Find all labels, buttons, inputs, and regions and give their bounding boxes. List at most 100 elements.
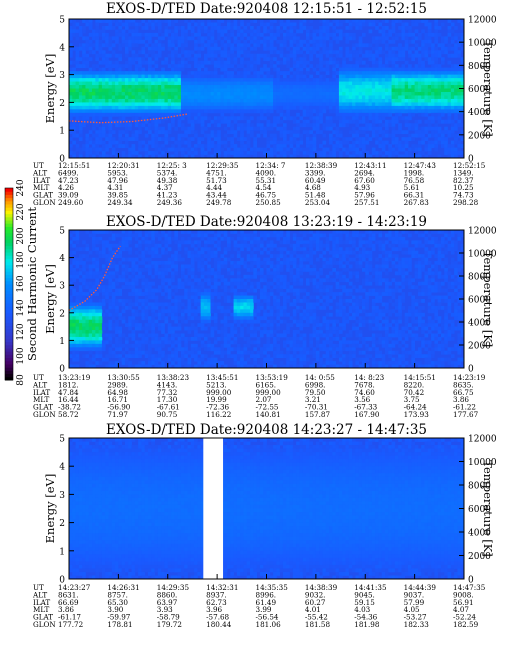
spectrogram-cell: [361, 154, 366, 159]
spectrogram-cell: [72, 154, 76, 159]
spectrogram-cell: [282, 91, 287, 96]
spectrogram-cell: [118, 140, 123, 145]
spectrogram-cell: [365, 85, 369, 89]
spectrogram-cell: [138, 140, 142, 145]
spectrogram-cell: [286, 102, 290, 107]
spectrogram-cell: [131, 323, 136, 327]
spectrogram-cell: [217, 350, 221, 355]
spectrogram-cell: [352, 19, 356, 23]
spectrogram-cell: [233, 91, 238, 96]
spectrogram-cell: [187, 278, 192, 283]
spectrogram-cell: [92, 71, 96, 76]
spectrogram-cell: [299, 39, 304, 44]
spectrogram-cell: [361, 116, 366, 121]
spectrogram-cell: [171, 19, 175, 23]
spectrogram-cell: [289, 130, 294, 135]
spectrogram-cell: [437, 140, 442, 145]
spectrogram-cell: [286, 116, 290, 121]
spectrogram-cell: [414, 71, 419, 76]
spectrogram-cell: [240, 43, 244, 48]
spectrogram-cell: [78, 305, 83, 310]
spectrogram-cell: [401, 67, 406, 72]
spectrogram-cell: [309, 85, 313, 89]
spectrogram-cell: [223, 29, 228, 34]
spectrogram-cell: [171, 354, 175, 359]
spectrogram-cell: [414, 85, 419, 89]
spectrogram-cell: [302, 123, 307, 128]
spectrogram-cell: [164, 81, 169, 86]
spectrogram-cell: [121, 343, 126, 348]
ephemeris-value: 39.09: [58, 191, 79, 200]
spectrogram-cell: [115, 292, 119, 296]
spectrogram-cell: [368, 154, 373, 159]
spectrogram-cell: [421, 85, 425, 89]
spectrogram-cell: [95, 274, 100, 279]
spectrogram-cell: [88, 67, 93, 72]
spectrogram-cell: [233, 102, 238, 107]
spectrogram-cell: [434, 81, 439, 86]
spectrogram-cell: [154, 271, 159, 276]
spectrogram-cell: [95, 64, 100, 69]
spectrogram-cell: [124, 299, 129, 303]
spectrogram-cell: [118, 278, 123, 283]
spectrogram-cell: [233, 130, 238, 135]
spectrogram-cell: [161, 271, 165, 276]
spectrogram-cell: [437, 102, 442, 107]
spectrogram-cell: [82, 330, 86, 334]
spectrogram-cell: [72, 312, 76, 317]
spectrogram-cell: [75, 57, 80, 62]
spectrogram-cell: [115, 281, 119, 286]
spectrogram-cell: [325, 102, 330, 107]
spectrogram-cell: [171, 326, 175, 331]
ephemeris-value: 249.78: [206, 198, 232, 207]
spectrogram-cell: [250, 39, 254, 44]
spectrogram-cell: [161, 81, 165, 86]
spectrogram-cell: [138, 333, 142, 338]
spectrogram-cell: [454, 25, 458, 30]
spectrogram-cell: [312, 91, 317, 96]
spectrogram-cell: [69, 267, 73, 272]
spectrogram-cell: [319, 32, 323, 37]
spectrogram-cell: [184, 305, 188, 310]
spectrogram-cell: [151, 230, 155, 234]
spectrogram-cell: [421, 81, 425, 86]
spectrogram-cell: [401, 81, 406, 86]
spectrogram-cell: [368, 126, 373, 131]
spectrogram-cell: [115, 154, 119, 159]
spectrogram-cell: [184, 347, 188, 352]
spectrogram-cell: [296, 60, 300, 65]
spectrogram-cell: [141, 305, 146, 310]
spectrogram-cell: [440, 74, 445, 79]
spectrogram-cell: [282, 95, 287, 100]
spectrogram-cell: [279, 46, 284, 51]
spectrogram-cell: [108, 102, 113, 107]
spectrogram-cell: [279, 60, 284, 65]
spectrogram-cell: [197, 333, 202, 338]
spectrogram-cell: [210, 364, 215, 369]
ephemeris-value: 4.31: [107, 183, 123, 192]
spectrogram-cell: [427, 36, 432, 41]
spectrogram-cell: [266, 126, 271, 131]
spectrogram-cell: [444, 50, 448, 55]
spectrogram-cell: [138, 105, 142, 110]
spectrogram-cell: [210, 74, 215, 79]
spectrogram-cell: [338, 46, 343, 51]
spectrogram-cell: [131, 312, 136, 317]
spectrogram-cell: [250, 98, 254, 103]
spectrogram-cell: [82, 98, 86, 103]
spectrogram-cell: [124, 243, 129, 248]
spectrogram-cell: [161, 361, 165, 365]
spectrogram-cell: [227, 39, 231, 44]
spectrogram-cell: [276, 98, 281, 103]
spectrogram-cell: [250, 32, 254, 37]
spectrogram-cell: [144, 60, 149, 65]
spectrogram-cell: [427, 91, 432, 96]
spectrogram-cell: [411, 53, 416, 58]
spectrogram-cell: [128, 354, 132, 359]
spectrogram-cell: [111, 151, 116, 155]
spectrogram-cell: [335, 78, 340, 82]
spectrogram-cell: [171, 78, 175, 82]
spectrogram-cell: [421, 43, 425, 48]
spectrogram-cell: [197, 60, 202, 65]
spectrogram-cell: [111, 302, 116, 307]
